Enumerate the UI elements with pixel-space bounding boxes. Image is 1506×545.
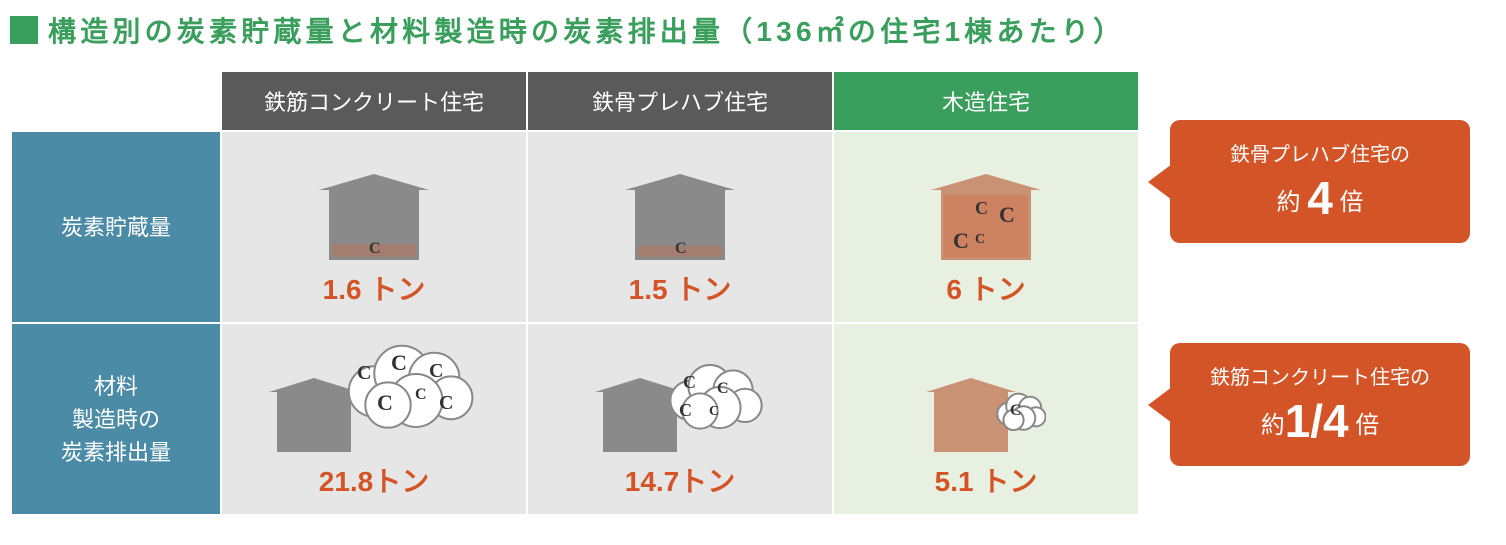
emission-cloud: CCCC: [665, 362, 765, 432]
cell-icon: C: [844, 342, 1128, 452]
cell-value: 1.6 トン: [232, 268, 516, 308]
table-corner: [11, 71, 221, 131]
carbon-table: 鉄筋コンクリート住宅 鉄骨プレハブ住宅 木造住宅 炭素貯蔵量 C 1.6 トン …: [10, 70, 1140, 516]
cell-icon: C: [232, 150, 516, 260]
callout-line1: 鉄骨プレハブ住宅の: [1196, 138, 1444, 167]
callout-emission: 鉄筋コンクリート住宅の 約1/4 倍: [1170, 343, 1470, 466]
emission-cloud: CCCCCC: [339, 342, 479, 432]
house-icon: C: [625, 174, 735, 260]
title-bar: 構造別の炭素貯蔵量と材料製造時の炭素排出量（136㎡の住宅1棟あたり）: [10, 10, 1496, 50]
callout-storage: 鉄骨プレハブ住宅の 約 4 倍: [1170, 120, 1470, 243]
col-head-1: 鉄骨プレハブ住宅: [527, 71, 833, 131]
cell-emission-0: CCCCCC 21.8トン: [221, 323, 527, 515]
callout-line2: 約1/4 倍: [1196, 394, 1444, 448]
cell-value: 1.5 トン: [538, 268, 822, 308]
callout-line2: 約 4 倍: [1196, 171, 1444, 225]
house-icon: CCCC: [931, 174, 1041, 260]
row-head-emission: 材料製造時の炭素排出量: [11, 323, 221, 515]
content-layout: 鉄筋コンクリート住宅 鉄骨プレハブ住宅 木造住宅 炭素貯蔵量 C 1.6 トン …: [10, 70, 1496, 516]
col-head-0: 鉄筋コンクリート住宅: [221, 71, 527, 131]
cell-icon: C: [538, 150, 822, 260]
cell-value: 14.7トン: [538, 460, 822, 500]
cell-storage-2: CCCC 6 トン: [833, 131, 1139, 323]
house-icon: C: [319, 174, 429, 260]
callout-line1: 鉄筋コンクリート住宅の: [1196, 361, 1444, 390]
cell-icon: CCCC: [538, 342, 822, 452]
emission-cloud: C: [996, 392, 1046, 432]
callouts: 鉄骨プレハブ住宅の 約 4 倍 鉄筋コンクリート住宅の 約1/4 倍: [1140, 70, 1470, 516]
cell-emission-1: CCCC 14.7トン: [527, 323, 833, 515]
cell-value: 21.8トン: [232, 460, 516, 500]
cell-emission-2: C 5.1 トン: [833, 323, 1139, 515]
cell-value: 5.1 トン: [844, 460, 1128, 500]
cell-value: 6 トン: [844, 268, 1128, 308]
cell-icon: CCCCCC: [232, 342, 516, 452]
cell-icon: CCCC: [844, 150, 1128, 260]
cloud-icon: [665, 362, 765, 432]
title-bullet-icon: [10, 16, 38, 44]
col-head-2: 木造住宅: [833, 71, 1139, 131]
cloud-icon: [339, 342, 479, 432]
cell-storage-1: C 1.5 トン: [527, 131, 833, 323]
cell-storage-0: C 1.6 トン: [221, 131, 527, 323]
row-head-storage: 炭素貯蔵量: [11, 131, 221, 323]
page-title: 構造別の炭素貯蔵量と材料製造時の炭素排出量（136㎡の住宅1棟あたり）: [48, 10, 1125, 50]
